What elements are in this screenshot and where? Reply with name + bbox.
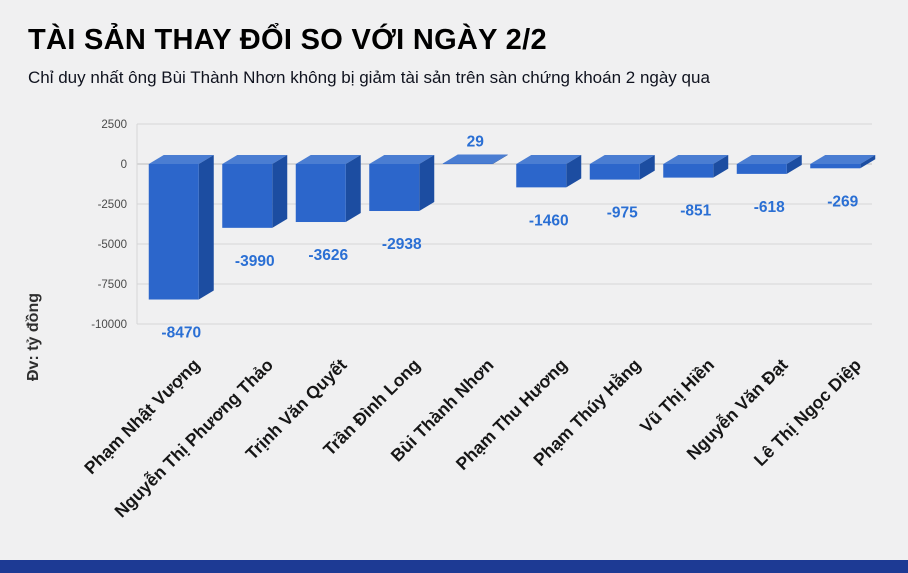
bar-front-face (810, 164, 861, 169)
bar-value-label: -618 (754, 199, 785, 216)
y-tick-label: -5000 (98, 239, 127, 251)
bar-side-face (492, 154, 508, 164)
bar-top-face (295, 155, 361, 164)
bar-top-face (589, 155, 655, 164)
bar-front-face (148, 164, 199, 300)
bar-top-face (736, 155, 802, 164)
bar-value-label: -3626 (308, 247, 348, 264)
bar-value-label: -269 (827, 193, 858, 210)
chart-header: TÀI SẢN THAY ĐỔI SO VỚI NGÀY 2/2 Chỉ duy… (0, 0, 908, 88)
bar-side-face (345, 155, 361, 223)
bar-top-face (369, 155, 435, 164)
bar-top-face (516, 155, 582, 164)
category-label: Nguyễn Thị Phương Thảo (110, 354, 277, 521)
bar-top-face (442, 154, 508, 164)
bar-front-face (663, 164, 714, 178)
bar-side-face (786, 155, 802, 174)
bar-side-face (272, 155, 288, 228)
grid-layer: 2500 0 -2500 -5000 -7500 -10000 (91, 119, 872, 331)
bar-value-label: -2938 (382, 236, 422, 253)
y-tick-label: -7500 (98, 279, 127, 291)
bar-front-face (589, 164, 640, 180)
bar-value-label: -3990 (235, 253, 275, 270)
bar-side-face (198, 155, 214, 300)
chart-title: TÀI SẢN THAY ĐỔI SO VỚI NGÀY 2/2 (28, 24, 547, 56)
footer-accent-bar (0, 560, 908, 573)
bar-front-face (736, 164, 787, 174)
bar-side-face (419, 155, 435, 212)
y-tick-label: -10000 (91, 319, 127, 331)
bar-front-face (369, 164, 420, 212)
bar-column-7: -851 Vũ Thị Hiền (636, 155, 729, 437)
bar-top-face (810, 155, 876, 164)
chart-area: 2500 0 -2500 -5000 -7500 -10000 -8470 Phạm Nhậ… (0, 108, 908, 560)
bar-value-label: 29 (467, 134, 485, 151)
bar-value-label: -8470 (161, 325, 201, 342)
chart-subtitle: Chỉ duy nhất ông Bùi Thành Nhơn không bị… (28, 68, 710, 87)
y-axis-unit-label: Đv: tỷ đồng (25, 293, 42, 381)
bar-top-face (148, 155, 214, 164)
category-label: Vũ Thị Hiền (636, 355, 718, 437)
y-tick-label: 0 (121, 159, 127, 171)
bar-side-face (639, 155, 655, 180)
y-tick-label: 2500 (101, 119, 127, 131)
bar-value-label: -851 (680, 203, 711, 220)
bar-top-face (222, 155, 288, 164)
bar-side-face (566, 155, 582, 188)
bar-side-face (860, 155, 876, 169)
bar-top-face (663, 155, 729, 164)
bar-value-label: -1460 (529, 212, 569, 229)
bar-front-face (222, 164, 273, 228)
bar-front-face (442, 163, 493, 165)
bar-value-label: -975 (607, 205, 638, 222)
y-tick-label: -2500 (98, 199, 127, 211)
bar-front-face (295, 164, 346, 223)
bar-side-face (713, 155, 729, 178)
bar-front-face (516, 164, 567, 188)
